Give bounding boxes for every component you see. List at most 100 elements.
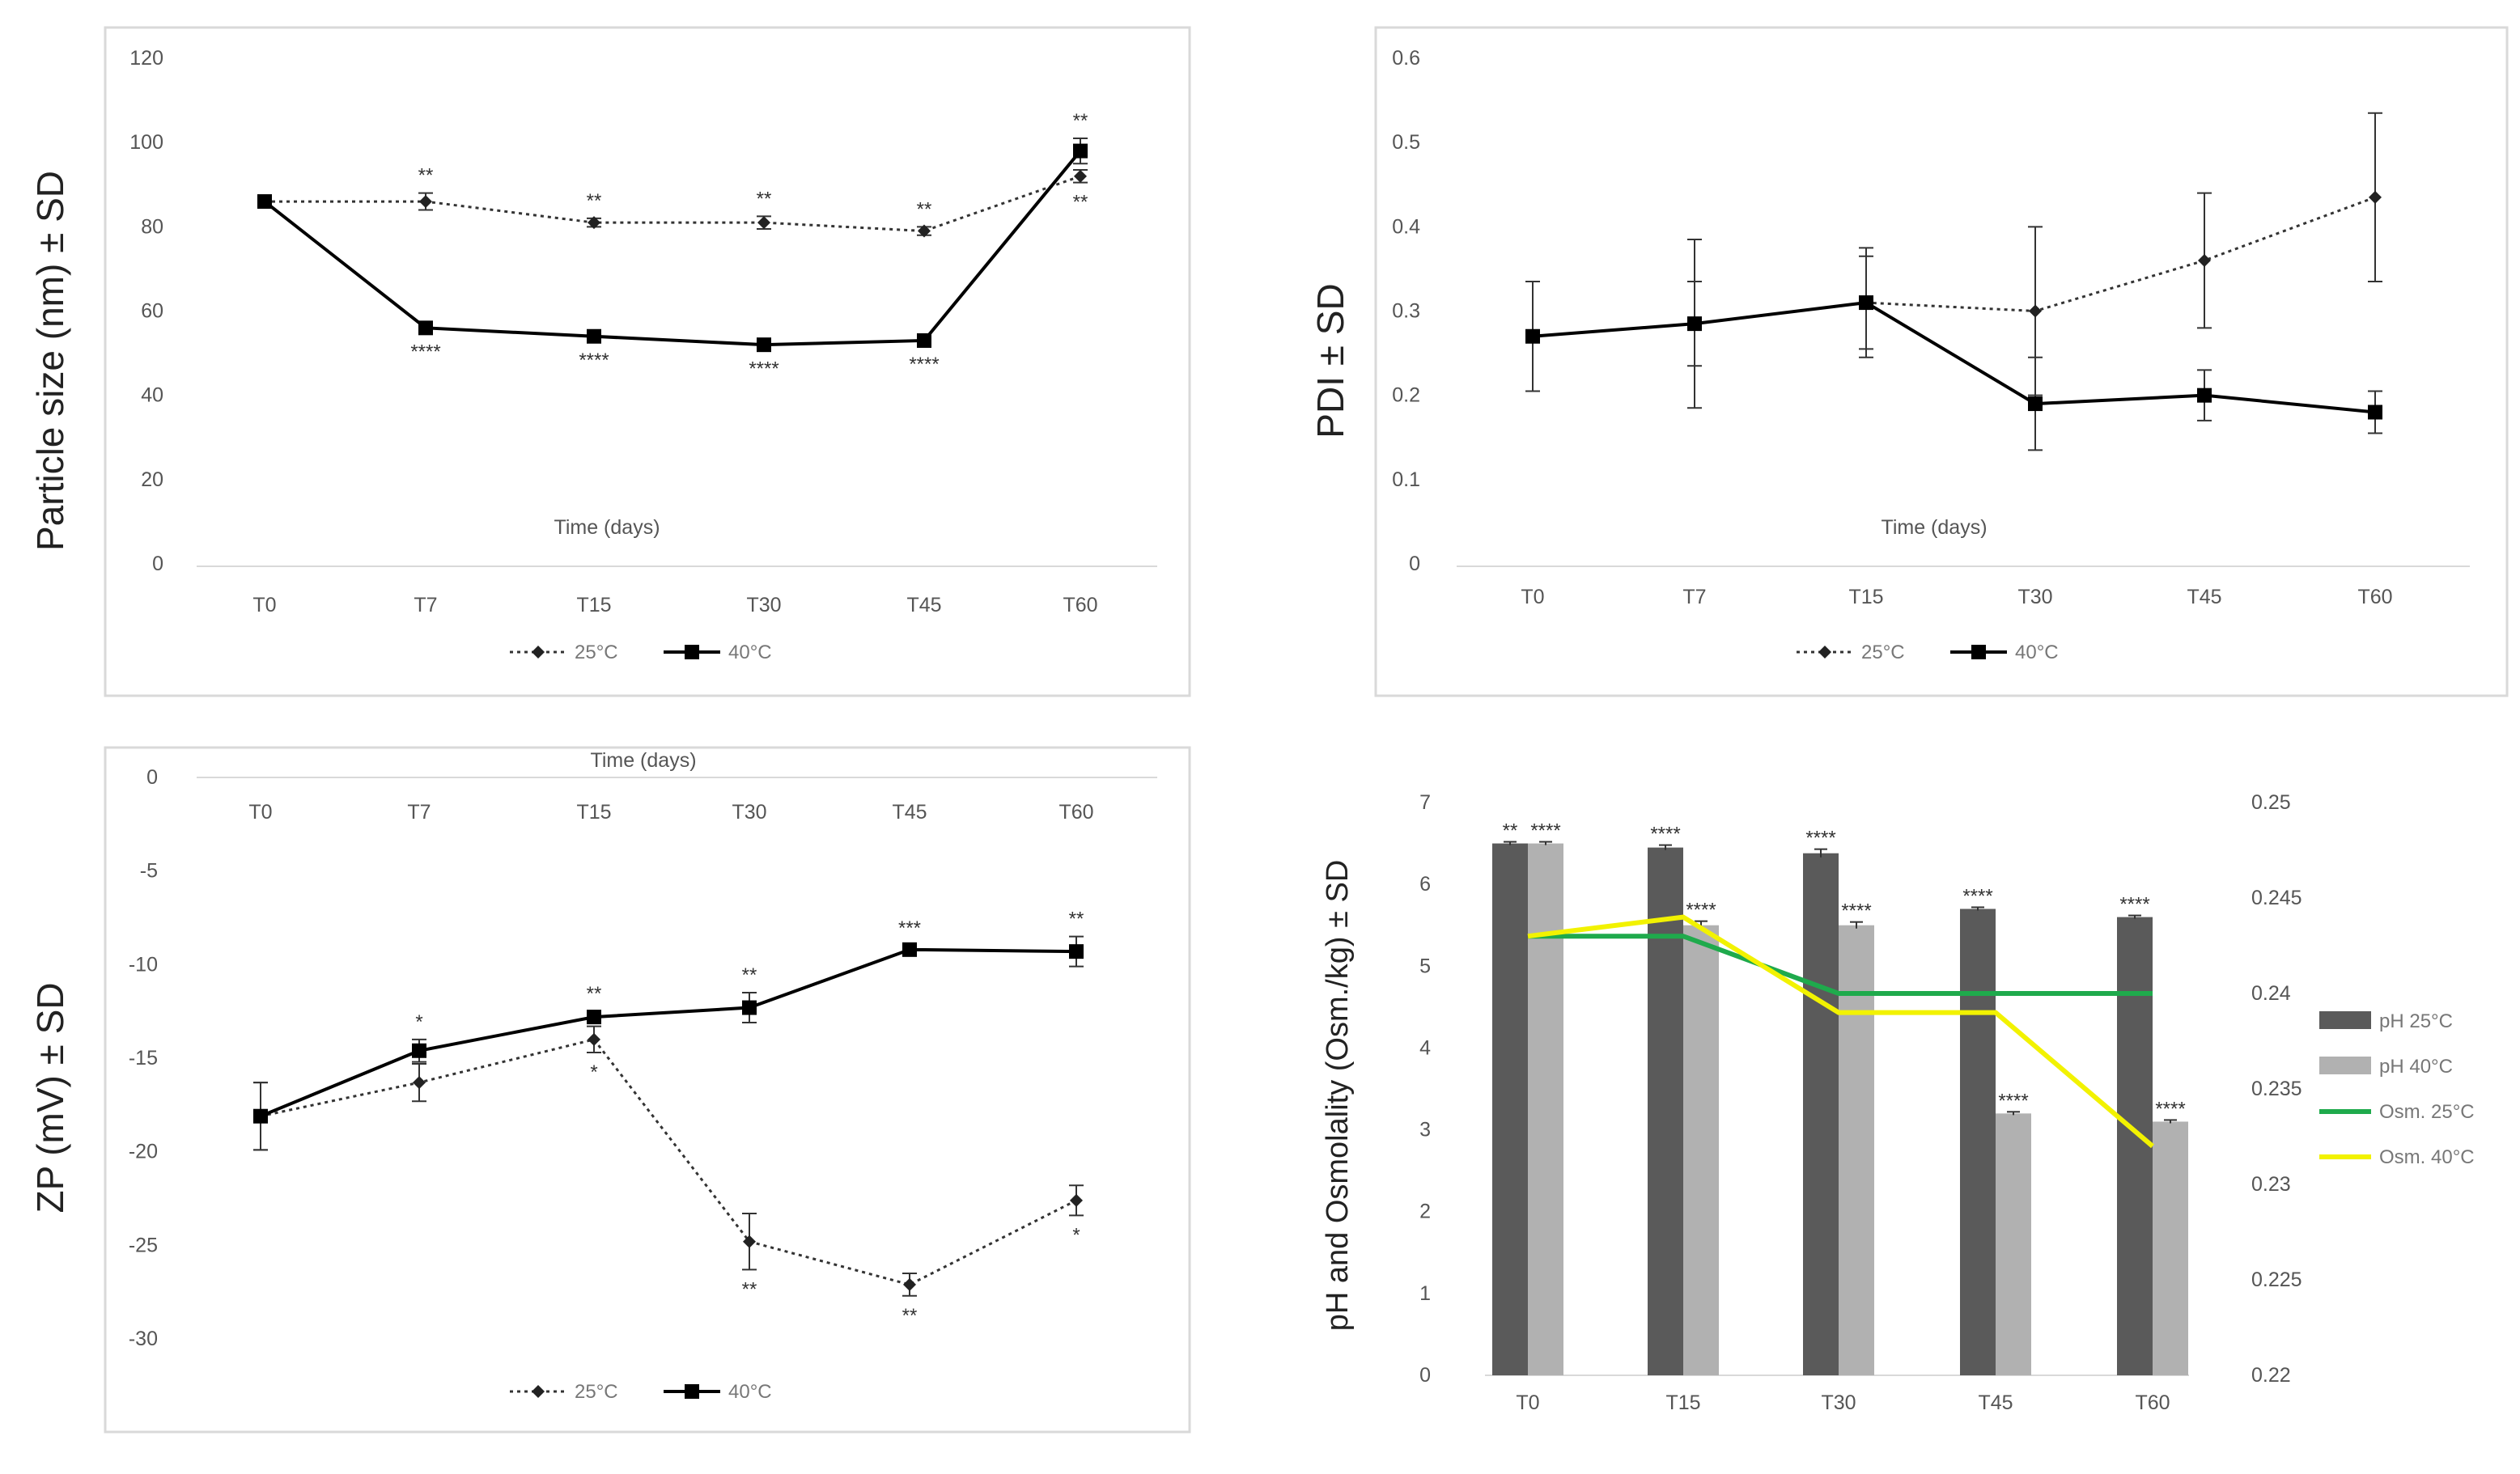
bar-ph-40c xyxy=(1996,1113,2031,1375)
legend-marker-square xyxy=(685,1384,699,1399)
significance-label: ** xyxy=(1073,192,1088,214)
y-tick-label: 100 xyxy=(129,131,163,154)
y-tick-label: 0 xyxy=(1419,1364,1431,1387)
significance-label: **** xyxy=(1805,828,1835,849)
osm-line-25c xyxy=(1528,934,2153,996)
y2-tick-label: 0.235 xyxy=(2251,1078,2302,1100)
bar-ph-40c xyxy=(1683,925,1719,1375)
significance-label: * xyxy=(590,1061,597,1083)
data-point-square xyxy=(412,1043,426,1058)
significance-label: ** xyxy=(1503,820,1518,842)
y-tick-label: -5 xyxy=(140,860,158,883)
legend-marker-square xyxy=(1971,645,1986,659)
legend-label-40c: 40°C xyxy=(728,642,772,663)
y-tick-label: -15 xyxy=(129,1047,158,1069)
particle-size-chart: 0 20 40 60 80 100 120 T0 T7 T15 T30 T45 T60 Time (day… xyxy=(129,47,1157,663)
y2-tick-label: 0.225 xyxy=(2251,1269,2302,1291)
y-tick-label: 5 xyxy=(1419,955,1431,977)
x-tick-label: T15 xyxy=(576,801,611,824)
particle-size-y-label: Particle size (nm) ± SD xyxy=(29,171,71,551)
y-tick-label: 0.3 xyxy=(1392,300,1420,323)
data-point-diamond xyxy=(2198,254,2211,267)
data-point-square xyxy=(1525,328,1540,344)
data-point-square xyxy=(757,337,771,353)
x-tick-label: T60 xyxy=(1058,801,1093,824)
legend-ph-25c-label: pH 25°C xyxy=(2379,1010,2453,1032)
y2-tick-label: 0.245 xyxy=(2251,887,2302,909)
x-tick-label: T15 xyxy=(576,594,611,616)
x-tick-label: T30 xyxy=(1821,1391,1856,1414)
significance-label: **** xyxy=(1530,820,1560,842)
bar-ph-40c xyxy=(2153,1121,2188,1375)
y2-tick-label: 0.25 xyxy=(2251,791,2291,814)
x-axis-title: Time (days) xyxy=(590,749,696,772)
y-tick-label: 60 xyxy=(141,300,163,323)
y2-tick-label: 0.24 xyxy=(2251,982,2291,1005)
data-point-diamond xyxy=(757,216,770,230)
y-tick-label: 0.6 xyxy=(1392,47,1420,70)
legend-label-25c: 25°C xyxy=(575,642,618,663)
significance-label: ** xyxy=(917,198,932,220)
y-tick-label: 2 xyxy=(1419,1201,1431,1223)
data-point-diamond xyxy=(743,1235,756,1248)
significance-label: **** xyxy=(909,354,939,375)
data-point-square xyxy=(587,328,601,344)
y-tick-label: -10 xyxy=(129,953,158,976)
y-tick-label: 4 xyxy=(1419,1036,1431,1059)
data-point-diamond xyxy=(903,1277,916,1291)
data-point-square xyxy=(418,320,433,336)
x-tick-label: T45 xyxy=(2187,586,2221,608)
significance-label: *** xyxy=(898,917,921,939)
significance-label: ** xyxy=(1069,909,1084,930)
y-tick-label: -25 xyxy=(129,1234,158,1256)
data-point-square xyxy=(1687,316,1702,332)
x-tick-label: T7 xyxy=(1682,586,1706,608)
x-tick-label: T0 xyxy=(1516,1391,1539,1414)
y-tick-label: 80 xyxy=(141,215,163,238)
x-tick-label: T60 xyxy=(2357,586,2392,608)
legend-marker-diamond xyxy=(532,646,545,659)
significance-label: **** xyxy=(1650,824,1680,845)
panel-particle-size xyxy=(104,26,1191,697)
significance-label: **** xyxy=(1998,1090,2028,1112)
data-point-diamond xyxy=(413,1076,426,1090)
y-tick-label: 120 xyxy=(129,47,163,70)
data-point-square xyxy=(1073,143,1088,159)
y-tick-label: 0 xyxy=(1409,553,1420,575)
significance-label: ** xyxy=(418,165,434,187)
legend-ph-40c-label: pH 40°C xyxy=(2379,1056,2453,1078)
significance-label: * xyxy=(415,1011,422,1033)
legend-label-25c: 25°C xyxy=(575,1381,618,1403)
significance-label: **** xyxy=(579,349,609,371)
data-point-diamond xyxy=(1074,169,1087,183)
significance-label: **** xyxy=(1686,900,1716,921)
data-point-diamond xyxy=(2029,304,2042,318)
significance-label: **** xyxy=(2119,894,2149,916)
legend-ph-25c-swatch xyxy=(2319,1011,2371,1029)
y-tick-label: 7 xyxy=(1419,791,1431,814)
x-tick-label: T60 xyxy=(2135,1391,2170,1414)
y-tick-label: 0.5 xyxy=(1392,131,1420,154)
y-tick-label: 20 xyxy=(141,468,163,491)
data-point-square xyxy=(2197,388,2212,403)
data-point-square xyxy=(2028,396,2043,412)
x-tick-label: T0 xyxy=(1521,586,1544,608)
x-tick-label: T15 xyxy=(1848,586,1883,608)
significance-label: **** xyxy=(410,341,440,363)
y-tick-label: 0.4 xyxy=(1392,215,1420,238)
y-tick-label: -30 xyxy=(129,1328,158,1350)
x-tick-label: T45 xyxy=(892,801,927,824)
x-tick-label: T45 xyxy=(906,594,941,616)
data-point-diamond xyxy=(588,216,600,230)
y-tick-label: 0.1 xyxy=(1392,468,1420,491)
x-tick-label: T0 xyxy=(248,801,272,824)
data-point-diamond xyxy=(588,1032,600,1046)
data-point-square xyxy=(1069,944,1084,959)
legend-label-25c: 25°C xyxy=(1861,642,1905,663)
legend-marker-diamond xyxy=(1818,646,1831,659)
y-tick-label: 0 xyxy=(152,553,163,575)
data-point-diamond xyxy=(918,224,931,238)
series-line-25c xyxy=(260,1038,1077,1286)
data-point-diamond xyxy=(419,195,432,209)
